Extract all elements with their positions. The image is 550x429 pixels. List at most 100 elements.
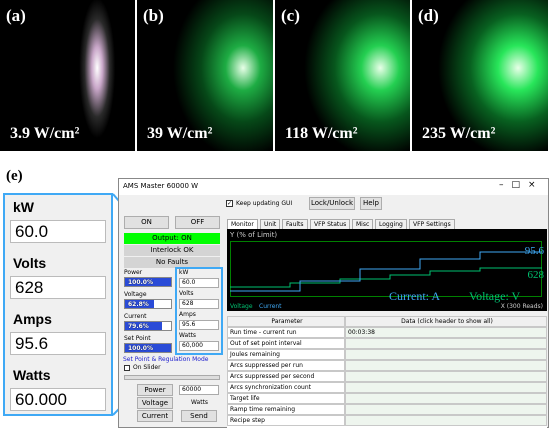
voltage-button[interactable]: Voltage bbox=[137, 397, 173, 409]
lock-button[interactable]: Lock/Unlock bbox=[309, 197, 355, 210]
panel-label: (d) bbox=[418, 6, 439, 25]
table-cell: Arcs suppressed per second bbox=[227, 371, 345, 382]
setpoint-input[interactable]: 60000 bbox=[179, 385, 219, 395]
title-bar: AMS Master 60000 W –□× bbox=[119, 179, 548, 195]
current-unit: Current: A bbox=[389, 289, 440, 303]
checkbox[interactable]: ✓ bbox=[226, 200, 233, 207]
fault-status: No Faults bbox=[124, 257, 220, 268]
table-cell: Run time - current run bbox=[227, 327, 345, 338]
meter-fill bbox=[125, 344, 171, 352]
meter-bar: 100.0% bbox=[124, 343, 172, 353]
slider-label: On Slider bbox=[133, 364, 161, 371]
panel-caption: 235 W/cm² bbox=[422, 125, 496, 142]
window-title: AMS Master 60000 W bbox=[123, 182, 199, 190]
meter-label: Power bbox=[124, 269, 143, 276]
photo-panel: (c) 118 W/cm² bbox=[275, 0, 410, 151]
zoom-value: 95.6 bbox=[10, 332, 106, 355]
table-cell bbox=[345, 360, 547, 371]
voltage-unit: Voltage: V bbox=[469, 289, 521, 303]
readout-value: 60.0 bbox=[179, 278, 219, 288]
parameter-table: Parameter Data (click header to show all)… bbox=[227, 316, 547, 428]
meter-label: Current bbox=[124, 313, 147, 320]
zoom-label: Volts bbox=[13, 255, 47, 271]
readout-label: Watts bbox=[179, 332, 197, 339]
slider[interactable] bbox=[124, 375, 220, 380]
table-cell bbox=[345, 371, 547, 382]
window-controls[interactable]: –□× bbox=[499, 180, 544, 190]
table-cell: 00:03:38 bbox=[345, 327, 547, 338]
panel-caption: 3.9 W/cm² bbox=[10, 125, 80, 142]
voltage-trace bbox=[230, 267, 542, 288]
figure-label: (e) bbox=[6, 168, 23, 184]
power-button[interactable]: Power bbox=[137, 384, 173, 396]
current-trace bbox=[230, 251, 542, 292]
meter-label: Voltage bbox=[124, 291, 147, 298]
table-cell: Arcs suppressed per run bbox=[227, 360, 345, 371]
table-cell bbox=[345, 338, 547, 349]
meter-fill bbox=[125, 322, 162, 330]
table-header[interactable]: Parameter bbox=[227, 316, 345, 327]
slider-checkbox[interactable] bbox=[124, 365, 130, 371]
plot-x-title: X (300 Reads) bbox=[500, 303, 543, 310]
photo-panel: (a) 3.9 W/cm² bbox=[0, 0, 135, 151]
zoom-value: 60.0 bbox=[10, 220, 106, 243]
send-button[interactable]: Send bbox=[181, 410, 217, 422]
checkbox-label: Keep updating GUI bbox=[236, 200, 293, 207]
table-cell: Out of set point interval bbox=[227, 338, 345, 349]
photo-panel: (d) 235 W/cm² bbox=[412, 0, 548, 151]
table-cell bbox=[345, 404, 547, 415]
meter-fill bbox=[125, 278, 171, 286]
panel-caption: 39 W/cm² bbox=[147, 125, 213, 142]
zoom-label: kW bbox=[13, 199, 34, 215]
photo-panel: (b) 39 W/cm² bbox=[137, 0, 273, 151]
table-header[interactable]: Data (click header to show all) bbox=[345, 316, 547, 327]
zoom-value: 628 bbox=[10, 276, 106, 299]
table-cell: Target life bbox=[227, 393, 345, 404]
current-value: 95.6 bbox=[524, 245, 544, 257]
plot-frame bbox=[230, 241, 542, 297]
current-button[interactable]: Current bbox=[137, 410, 173, 422]
readout-label: Volts bbox=[179, 290, 194, 297]
table-cell: Arcs synchronization count bbox=[227, 382, 345, 393]
on-button[interactable]: ON bbox=[124, 216, 169, 229]
zoom-label: Watts bbox=[13, 367, 51, 383]
off-button[interactable]: OFF bbox=[175, 216, 220, 229]
table-cell: Ramp time remaining bbox=[227, 404, 345, 415]
meter-bar: 100.0% bbox=[124, 277, 172, 287]
table-cell bbox=[345, 382, 547, 393]
zoom-box: kW 60.0 Volts 628 Amps 95.6 Watts 60.000 bbox=[3, 193, 113, 416]
output-status: Output: ON bbox=[124, 233, 220, 244]
readout-value: 95.6 bbox=[179, 320, 219, 330]
app-window: AMS Master 60000 W –□× ✓ Keep updating G… bbox=[118, 178, 549, 428]
meter-value: 62.8% bbox=[128, 301, 149, 308]
table-cell bbox=[345, 349, 547, 360]
mode-title: Set Point & Regulation Mode bbox=[123, 356, 209, 363]
panel-label: (b) bbox=[143, 6, 164, 25]
meter-value: 100.0% bbox=[128, 345, 153, 352]
panel-label: (a) bbox=[6, 6, 26, 25]
meter-bar: 79.6% bbox=[124, 321, 172, 331]
table-cell: Joules remaining bbox=[227, 349, 345, 360]
readout-value: 628 bbox=[179, 299, 219, 309]
legend-voltage: Voltage bbox=[230, 303, 253, 310]
table-cell bbox=[345, 415, 547, 426]
plot: Y (% of Limit) 95.6 628 Current: A Volta… bbox=[227, 229, 547, 311]
readout-label: Amps bbox=[179, 311, 196, 318]
meter-bar: 62.8% bbox=[124, 299, 172, 309]
table-cell: Recipe step bbox=[227, 415, 345, 426]
zoom-label: Amps bbox=[13, 311, 52, 327]
readout-label: kW bbox=[179, 269, 189, 276]
meter-fill bbox=[125, 300, 154, 308]
watts-label: Watts bbox=[191, 399, 209, 406]
table-cell bbox=[345, 393, 547, 404]
interlock-status: Interlock OK bbox=[124, 245, 220, 256]
readout-value: 60,000 bbox=[179, 341, 219, 351]
plot-y-title: Y (% of Limit) bbox=[230, 231, 278, 239]
meter-value: 100.0% bbox=[128, 279, 153, 286]
meter-label: Set Point bbox=[124, 335, 151, 342]
meter-value: 79.6% bbox=[128, 323, 149, 330]
panel-caption: 118 W/cm² bbox=[285, 125, 358, 142]
help-button[interactable]: Help bbox=[360, 197, 382, 210]
readout-highlight bbox=[175, 267, 223, 355]
